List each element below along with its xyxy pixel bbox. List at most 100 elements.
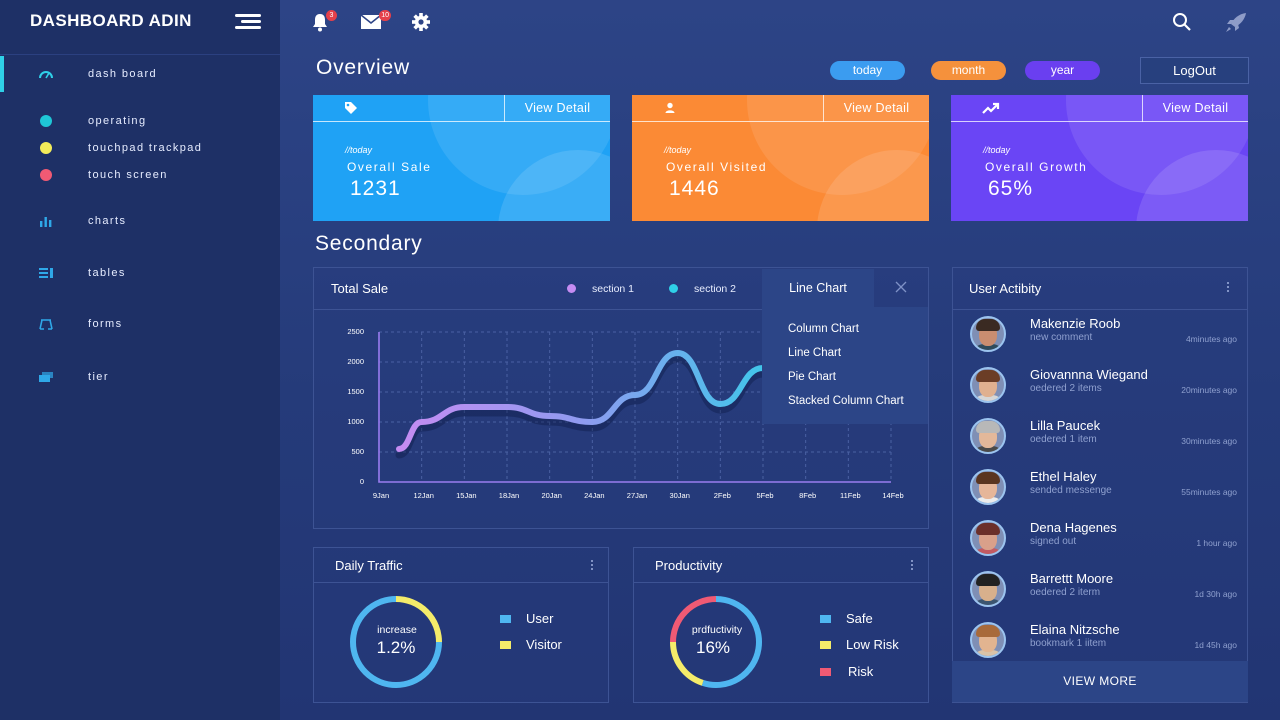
legend-swatch-visitor [500, 641, 511, 649]
legend-swatch-low-risk [820, 641, 831, 649]
y-tick-label: 2500 [347, 327, 364, 336]
legend-label-section-2: section 2 [694, 283, 737, 295]
sidebar-item-label: dash board [88, 68, 158, 80]
status-dot-icon [38, 113, 54, 129]
avatar [970, 520, 1006, 556]
activity-item[interactable]: Dena Hagenes signed out 1 hour ago [953, 520, 1247, 570]
card-value: 1446 [669, 177, 720, 200]
filter-year-button[interactable]: year [1025, 61, 1100, 80]
donut-segment-risk [670, 596, 717, 643]
more-options-icon[interactable] [591, 560, 594, 572]
rocket-icon[interactable] [1224, 12, 1248, 36]
activity-item[interactable]: Lilla Paucek oedered 1 item 30minutes ago [953, 418, 1247, 468]
legend-label-low-risk: Low Risk [846, 637, 899, 652]
activity-item[interactable]: Giovannna Wiegand oedered 2 items 20minute… [953, 367, 1247, 417]
notification-bell-icon[interactable]: 3 [311, 10, 337, 32]
traffic-center-label: increase [377, 624, 417, 636]
sidebar-item-dashboard[interactable]: dash board [0, 56, 280, 92]
close-icon[interactable] [894, 280, 908, 294]
chart-type-option[interactable]: Column Chart [788, 323, 859, 335]
filter-month-button[interactable]: month [931, 61, 1006, 80]
view-more-button[interactable]: VIEW MORE [952, 661, 1248, 702]
activity-user-name: Giovannna Wiegand [1030, 367, 1148, 382]
activity-time: 1d 45h ago [1194, 640, 1237, 650]
stat-card-visited: View Detail //today Overall Visited 1446 [632, 95, 929, 221]
stat-card-growth: View Detail //today Overall Growth 65% [951, 95, 1248, 221]
sidebar-item-label: touch screen [88, 169, 168, 181]
activity-action: bookmark 1 iitem [1030, 638, 1107, 649]
activity-user-name: Elaina Nitzsche [1030, 622, 1120, 637]
sidebar-item-touchpad[interactable]: touchpad trackpad [0, 136, 280, 160]
donut-segment-user [350, 596, 442, 688]
activity-action: oedered 2 items [1030, 383, 1102, 394]
logout-button[interactable]: LogOut [1140, 57, 1249, 84]
menu-icon[interactable] [235, 14, 261, 30]
bar-chart-icon [38, 213, 54, 229]
card-title: Overall Visited [666, 160, 768, 174]
total-sale-title: Total Sale [331, 281, 389, 296]
legend-label-safe: Safe [846, 611, 873, 626]
mail-badge: 10 [379, 10, 391, 21]
series-line [396, 347, 809, 452]
x-tick-label: 2Feb [713, 491, 731, 500]
productivity-center-value: 16% [695, 638, 731, 657]
x-tick-label: 12Jan [413, 491, 434, 500]
view-detail-button[interactable]: View Detail [504, 95, 610, 122]
sidebar-item-label: tables [88, 267, 126, 279]
card-value: 65% [988, 177, 1034, 200]
chart-type-option[interactable]: Line Chart [788, 347, 842, 359]
productivity-panel [633, 547, 929, 703]
activity-action: oedered 1 item [1030, 434, 1097, 445]
sidebar-item-charts[interactable]: charts [0, 209, 280, 233]
chart-type-select[interactable]: Line Chart [762, 269, 874, 307]
daily-traffic-title: Daily Traffic [335, 558, 403, 573]
more-options-icon[interactable] [1227, 282, 1230, 294]
chart-type-option[interactable]: Stacked Column Chart [788, 395, 904, 407]
activity-action: new comment [1030, 332, 1093, 343]
view-detail-button[interactable]: View Detail [823, 95, 929, 122]
sidebar-item-touch-screen[interactable]: touch screen [0, 163, 280, 187]
activity-item[interactable]: Barrettt Moore oedered 2 iterm 1d 30h ago [953, 571, 1247, 621]
search-icon[interactable] [1172, 12, 1192, 32]
traffic-center-value: 1.2% [376, 638, 416, 657]
sidebar-item-operating[interactable]: operating [0, 109, 280, 133]
activity-item[interactable]: Makenzie Roob new comment 4minutes ago [953, 316, 1247, 366]
x-tick-label: 9Jan [372, 491, 390, 500]
table-icon [38, 265, 54, 281]
activity-time: 30minutes ago [1181, 436, 1237, 446]
card-value: 1231 [350, 177, 401, 200]
sidebar-item-label: operating [88, 115, 147, 127]
sidebar-item-label: tier [88, 371, 109, 383]
activity-item[interactable]: Ethel Haley sended messenge 55minutes ago [953, 469, 1247, 519]
sidebar-item-tier[interactable]: tier [0, 365, 280, 389]
x-tick-label: 20Jan [541, 491, 562, 500]
gear-icon[interactable] [411, 12, 431, 32]
activity-user-name: Lilla Paucek [1030, 418, 1101, 433]
activity-user-name: Makenzie Roob [1030, 316, 1121, 331]
filter-today-button[interactable]: today [830, 61, 905, 80]
view-detail-button[interactable]: View Detail [1142, 95, 1248, 122]
y-tick-label: 1000 [347, 417, 364, 426]
activity-time: 1d 30h ago [1194, 589, 1237, 599]
avatar [970, 622, 1006, 658]
sidebar-item-tables[interactable]: tables [0, 261, 280, 285]
line-shadow [395, 352, 810, 459]
avatar [970, 469, 1006, 505]
activity-item[interactable]: Elaina Nitzsche bookmark 1 iitem 1d 45h ag… [953, 622, 1247, 672]
sidebar-item-label: touchpad trackpad [88, 142, 203, 154]
mail-icon[interactable]: 10 [360, 10, 391, 32]
activity-time: 20minutes ago [1181, 385, 1237, 395]
app-title: DASHBOARD ADIN [30, 11, 192, 30]
legend-label-risk: Risk [848, 664, 874, 679]
daily-traffic-panel [313, 547, 609, 703]
chart-type-option[interactable]: Pie Chart [788, 371, 836, 383]
activity-user-name: Dena Hagenes [1030, 520, 1117, 535]
donut-segment-visitor [395, 596, 442, 643]
sidebar-item-forms[interactable]: forms [0, 312, 280, 336]
y-tick-label: 1500 [347, 387, 364, 396]
legend-label-section-1: section 1 [592, 283, 635, 295]
legend-swatch-safe [820, 615, 831, 623]
y-tick-label: 500 [351, 447, 364, 456]
x-tick-label: 5Feb [756, 491, 774, 500]
more-options-icon[interactable] [911, 560, 914, 572]
